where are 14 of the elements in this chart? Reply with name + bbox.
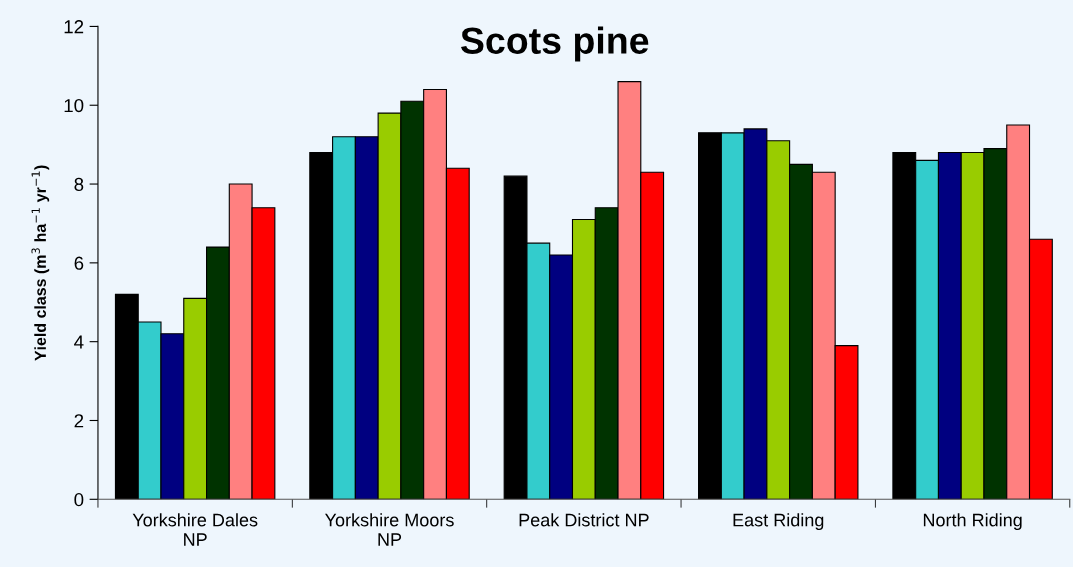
y-tick-label: 10 <box>64 98 84 113</box>
x-tick-label: East Riding <box>733 513 824 531</box>
y-tick-label: 4 <box>74 335 84 349</box>
y-tick-label: 12 <box>64 20 84 34</box>
y-tick-label: 2 <box>74 414 84 428</box>
x-tick-label: Yorkshire Dales NP <box>132 513 258 546</box>
x-tick-label: Peak District NP <box>519 513 649 527</box>
chart-title: Scots pine <box>460 26 649 62</box>
y-axis-title: Yield class (m$^{3}$ ha$^{−1}$ yr$^{−1}$) <box>31 165 50 361</box>
x-tick-label: Yorkshire Moors NP <box>325 513 454 546</box>
y-tick-label: 0 <box>74 493 84 507</box>
x-tick-label: North Riding <box>923 513 1022 531</box>
y-tick-label: 6 <box>74 256 84 270</box>
y-tick-label: 8 <box>74 177 84 192</box>
